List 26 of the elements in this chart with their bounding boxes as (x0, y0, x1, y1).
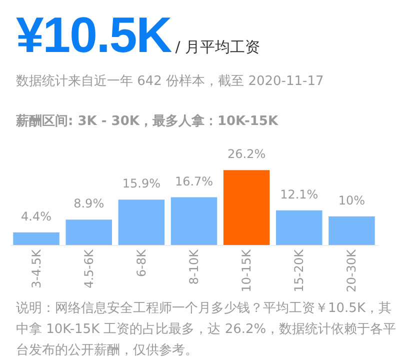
data-label: 26.2% (228, 147, 266, 162)
x-tick-label: 8-10K (187, 248, 201, 285)
data-label: 8.9% (74, 196, 104, 211)
chart-title: ¥10.5K (16, 7, 172, 63)
data-label: 4.4% (21, 209, 52, 224)
bar (13, 232, 60, 245)
text: 薪酬区间: 3K - 30K，最多人拿：10K-15K (16, 113, 280, 130)
bar (223, 170, 270, 245)
data-label: 10% (338, 193, 366, 208)
data-label: 12.1% (280, 187, 318, 202)
x-tick-label: 4.5-6K (82, 248, 96, 288)
bar (328, 216, 375, 245)
x-tick-label: 3-4.5K (29, 248, 44, 288)
bar (118, 200, 165, 245)
text: 数据统计来自近一年 642 份样本，截至 2020-11-17 (16, 73, 325, 90)
bar (66, 220, 112, 245)
bar (276, 210, 322, 245)
x-tick-label: 6-8K (134, 248, 148, 277)
data-label: 15.9% (122, 176, 160, 191)
x-tick-label: 10-15K (240, 248, 254, 292)
bar (170, 197, 218, 245)
x-tick-label: 15-20K (292, 248, 306, 292)
text: 说明：网络信息安全工程师一个月多少钱？平均工资￥10.5K，其中拿 10K-15K 工资的占比最多，达 26.2%，数据统计依赖于各平台发布的公开薪酬，仅供参考。 (16, 300, 398, 360)
data-label: 16.7% (174, 174, 214, 188)
x-tick-label: 20-30K (344, 248, 359, 292)
chart-subtitle: / 月平均工资 (175, 38, 260, 56)
